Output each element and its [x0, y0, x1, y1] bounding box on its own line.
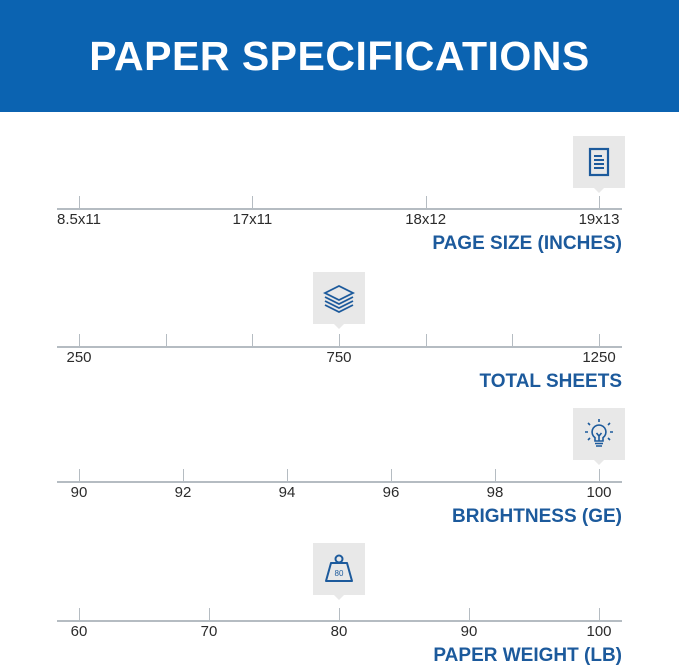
tick-label: 1250 — [582, 349, 616, 366]
lightbulb-icon — [582, 417, 616, 451]
tick-mark — [425, 334, 427, 346]
page-title: PAPER SPECIFICATIONS — [89, 32, 590, 79]
tick-label: 19x13 — [578, 211, 620, 228]
tick-mark — [425, 196, 427, 208]
tick-mark — [339, 334, 340, 346]
brightness-title: BRIGHTNESS (GE) — [452, 506, 622, 527]
tick-mark — [79, 334, 80, 346]
page-size-axis-line — [57, 208, 622, 210]
tick-mark — [183, 469, 184, 481]
tick-label: 18x12 — [405, 211, 447, 228]
tick-mark — [391, 469, 392, 481]
tick-label: 100 — [586, 623, 612, 640]
tick-mark — [252, 334, 254, 346]
header-banner: PAPER SPECIFICATIONS — [0, 0, 679, 112]
tick-label: 80 — [330, 623, 348, 640]
paper-weight-axis-line — [57, 620, 622, 622]
tick-label: 70 — [200, 623, 218, 640]
weight-icon: 80 — [322, 552, 356, 586]
tick-mark — [79, 608, 80, 620]
tick-label: 90 — [460, 623, 478, 640]
tick-mark — [469, 608, 470, 620]
tick-mark — [252, 196, 254, 208]
brightness-value-marker — [573, 408, 625, 465]
tick-mark — [165, 334, 167, 346]
brightness-axis-line — [57, 481, 622, 483]
tick-label: 17x11 — [232, 211, 273, 228]
tick-label: 90 — [70, 484, 88, 501]
tick-mark — [599, 196, 600, 208]
svg-text:80: 80 — [335, 569, 344, 578]
paper-weight-title: PAPER WEIGHT (LB) — [433, 645, 622, 666]
total-sheets-axis-line — [57, 346, 622, 348]
tick-label: 94 — [278, 484, 296, 501]
tick-label: 98 — [486, 484, 504, 501]
tick-label: 8.5x11 — [57, 211, 101, 228]
tick-mark — [287, 469, 288, 481]
tick-mark — [79, 469, 80, 481]
total-sheets-value-marker — [313, 272, 365, 329]
tick-mark — [599, 334, 600, 346]
tick-mark — [495, 469, 496, 481]
tick-label: 60 — [70, 623, 88, 640]
total-sheets-title: TOTAL SHEETS — [479, 371, 622, 392]
paper-stack-icon — [322, 281, 356, 315]
tick-label: 250 — [66, 349, 92, 366]
tick-mark — [339, 608, 340, 620]
document-icon — [582, 145, 616, 179]
tick-label: 96 — [382, 484, 400, 501]
paper-weight-value-marker: 80 — [313, 543, 365, 600]
tick-label: 100 — [586, 484, 612, 501]
tick-mark — [599, 608, 600, 620]
tick-mark — [79, 196, 80, 208]
tick-mark — [209, 608, 210, 620]
tick-mark — [599, 469, 600, 481]
tick-label: 92 — [174, 484, 192, 501]
page-size-value-marker — [573, 136, 625, 193]
tick-mark — [512, 334, 514, 346]
tick-label: 750 — [326, 349, 352, 366]
page-size-title: PAGE SIZE (INCHES) — [432, 233, 622, 254]
